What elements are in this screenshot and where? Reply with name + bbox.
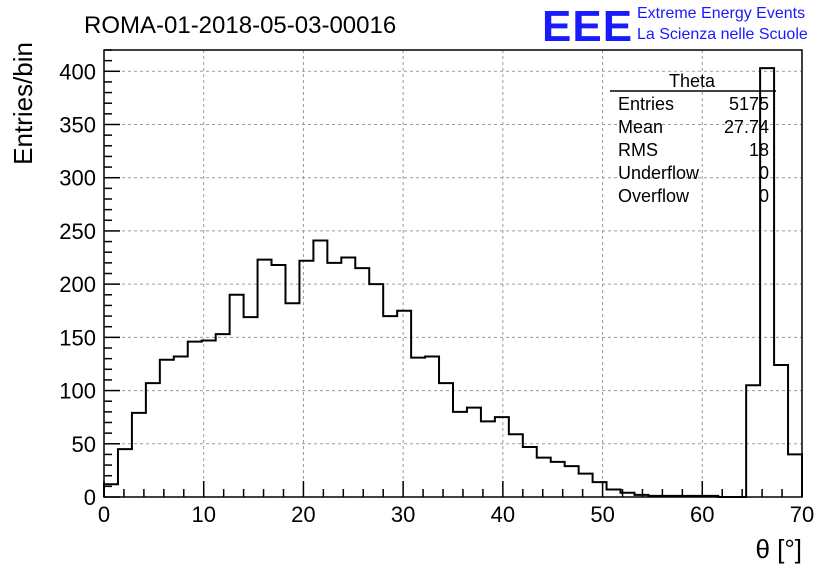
histogram-bin xyxy=(537,458,551,497)
y-axis-title: Entries/bin xyxy=(8,42,38,165)
histogram-bin xyxy=(411,358,425,497)
grid xyxy=(104,50,802,497)
histogram-bin xyxy=(467,408,481,497)
histogram-series xyxy=(103,67,803,498)
histogram-bin xyxy=(495,417,509,497)
x-tick-label: 20 xyxy=(291,502,315,527)
histogram-bin xyxy=(453,412,467,497)
histogram-bin xyxy=(746,385,760,497)
histogram-bin xyxy=(272,265,286,497)
histogram-bin xyxy=(565,466,579,497)
x-tick-label: 10 xyxy=(191,502,215,527)
histogram-bin xyxy=(579,474,593,497)
histogram-bin xyxy=(244,317,258,497)
histogram-bin xyxy=(299,261,313,497)
brand: EEE Extreme Energy Events La Scienza nel… xyxy=(542,2,808,51)
stats-label: Mean xyxy=(618,117,663,137)
histogram-bin xyxy=(160,360,174,497)
histogram-bin xyxy=(481,421,495,497)
y-tick-label: 250 xyxy=(59,219,96,244)
y-axis: 0 50 100 150 200 250 300 350 400 xyxy=(59,49,120,510)
x-tick-label: 60 xyxy=(690,502,714,527)
histogram-bin xyxy=(174,357,188,497)
stats-value: 0 xyxy=(759,186,769,206)
histogram-bin xyxy=(188,342,202,497)
histogram-bin xyxy=(313,241,327,497)
brand-logo: EEE xyxy=(542,2,633,51)
y-tick-label: 400 xyxy=(59,59,96,84)
x-tick-label: 50 xyxy=(590,502,614,527)
histogram-bin xyxy=(146,383,160,497)
histogram-bin xyxy=(369,284,383,497)
y-tick-label: 150 xyxy=(59,325,96,350)
stats-label: Overflow xyxy=(618,186,690,206)
chart-title: ROMA-01-2018-05-03-00016 xyxy=(84,12,396,39)
x-tick-label: 40 xyxy=(491,502,515,527)
histogram-bin xyxy=(327,263,341,497)
y-tick-label: 300 xyxy=(59,166,96,191)
histogram-bin xyxy=(509,434,523,497)
y-tick-label: 0 xyxy=(84,485,96,510)
stats-label: Underflow xyxy=(618,163,700,183)
histogram-bin xyxy=(258,260,272,497)
stats-label: RMS xyxy=(618,140,658,160)
stats-value: 5175 xyxy=(729,94,769,114)
histogram-bin xyxy=(607,490,621,497)
brand-line-2: La Scienza nelle Scuole xyxy=(637,26,808,43)
histogram-bin xyxy=(132,413,146,497)
histogram-bin xyxy=(285,303,299,497)
histogram-bin xyxy=(397,311,411,497)
stats-rows: Entries 5175 Mean 27.74 RMS 18 Underflow 0 Overf… xyxy=(618,94,769,206)
brand-line-1: Extreme Energy Events xyxy=(637,5,805,22)
histogram-bin xyxy=(523,447,537,497)
stats-label: Entries xyxy=(618,94,674,114)
histogram-bin xyxy=(774,365,788,497)
x-tick-label: 0 xyxy=(98,502,110,527)
histogram-bin xyxy=(341,258,355,497)
histogram-bin xyxy=(439,383,453,497)
histogram-bin xyxy=(216,334,230,497)
histogram-bin xyxy=(383,316,397,497)
x-tick-label: 70 xyxy=(790,502,814,527)
histogram-bin xyxy=(425,357,439,497)
stats-value: 18 xyxy=(749,140,769,160)
histogram-bin xyxy=(202,341,216,497)
y-tick-label: 350 xyxy=(59,113,96,138)
y-tick-label: 100 xyxy=(59,379,96,404)
histogram-bin xyxy=(593,482,607,497)
histogram-bin xyxy=(118,449,132,497)
x-axis-title: θ [°] xyxy=(755,534,802,564)
histogram-bin xyxy=(230,295,244,497)
stats-title: Theta xyxy=(669,71,716,91)
stats-value: 0 xyxy=(759,163,769,183)
y-tick-label: 200 xyxy=(59,272,96,297)
y-tick-label: 50 xyxy=(72,432,96,457)
histogram-bin xyxy=(355,268,369,497)
stats-value: 27.74 xyxy=(724,117,769,137)
x-axis: 0 10 20 30 40 50 60 70 xyxy=(98,481,814,527)
x-tick-label: 30 xyxy=(391,502,415,527)
histogram-bin xyxy=(788,454,802,497)
stats-box: Theta Entries 5175 Mean 27.74 RMS 18 Underflow… xyxy=(610,71,776,206)
